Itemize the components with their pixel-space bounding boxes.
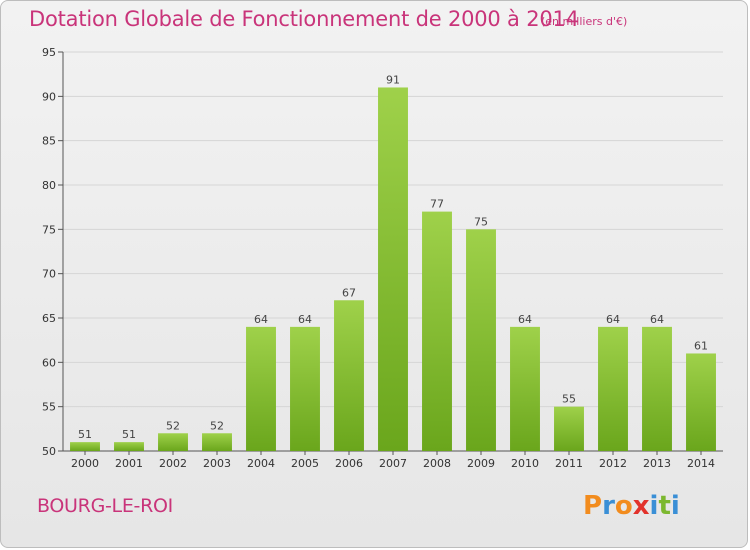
logo-letter: P — [583, 491, 603, 521]
bar — [422, 211, 452, 451]
x-tick-label: 2007 — [379, 457, 407, 470]
bar-value-label: 61 — [694, 339, 708, 352]
bar — [246, 326, 276, 451]
bar-value-label: 55 — [562, 393, 576, 406]
labels: 50 55 60 65 70 75 80 85 90 95 51 2000 51 2001 52 2002 52… — [42, 46, 715, 470]
bar — [202, 433, 232, 451]
x-tick-label: 2006 — [335, 457, 363, 470]
y-tick-label: 90 — [42, 90, 56, 103]
chart-title: Dotation Globale de Fonctionnement de 20… — [29, 7, 579, 31]
logo-letter: r — [602, 491, 615, 521]
bar-value-label: 51 — [122, 428, 136, 441]
bar-value-label: 51 — [78, 428, 92, 441]
x-tick-label: 2008 — [423, 457, 451, 470]
bar-value-label: 75 — [474, 215, 488, 228]
bar-value-label: 64 — [298, 313, 312, 326]
logo-letter: t — [658, 491, 671, 521]
bar — [554, 406, 584, 451]
logo-letter: x — [632, 491, 650, 521]
proxiti-logo[interactable]: Proxiti — [583, 491, 680, 521]
y-tick-label: 75 — [42, 223, 56, 236]
bar-value-label: 77 — [430, 198, 444, 211]
bar — [378, 87, 408, 451]
logo-letter: i — [670, 491, 680, 521]
bar — [466, 229, 496, 451]
x-tick-label: 2005 — [291, 457, 319, 470]
bar — [158, 433, 188, 451]
x-tick-label: 2010 — [511, 457, 539, 470]
bars — [70, 87, 716, 451]
x-tick-label: 2000 — [71, 457, 99, 470]
y-tick-label: 70 — [42, 268, 56, 281]
bar — [642, 326, 672, 451]
x-tick-label: 2009 — [467, 457, 495, 470]
bar-value-label: 52 — [166, 419, 180, 432]
x-tick-label: 2001 — [115, 457, 143, 470]
bar — [70, 442, 100, 451]
chart-subtitle: (en milliers d'€) — [541, 15, 628, 28]
y-tick-label: 80 — [42, 179, 56, 192]
bar-value-label: 91 — [386, 73, 400, 86]
bar-value-label: 67 — [342, 286, 356, 299]
bar-value-label: 64 — [254, 313, 268, 326]
bar-value-label: 64 — [650, 313, 664, 326]
bar — [290, 326, 320, 451]
logo-letter: o — [614, 491, 633, 521]
x-tick-label: 2003 — [203, 457, 231, 470]
bar — [598, 326, 628, 451]
bar-value-label: 64 — [606, 313, 620, 326]
bar-value-label: 64 — [518, 313, 532, 326]
x-tick-label: 2004 — [247, 457, 275, 470]
bar — [686, 353, 716, 451]
y-tick-label: 95 — [42, 46, 56, 59]
x-tick-label: 2014 — [687, 457, 715, 470]
logo-letter: i — [649, 491, 659, 521]
bar — [114, 442, 144, 451]
y-tick-label: 50 — [42, 445, 56, 458]
y-tick-label: 55 — [42, 401, 56, 414]
bar-value-label: 52 — [210, 419, 224, 432]
bar — [510, 326, 540, 451]
y-tick-label: 85 — [42, 135, 56, 148]
x-tick-label: 2011 — [555, 457, 583, 470]
y-tick-label: 65 — [42, 312, 56, 325]
x-tick-label: 2002 — [159, 457, 187, 470]
y-tick-label: 60 — [42, 356, 56, 369]
x-tick-label: 2013 — [643, 457, 671, 470]
place-name: BOURG-LE-ROI — [37, 495, 173, 517]
bar — [334, 300, 364, 451]
x-tick-label: 2012 — [599, 457, 627, 470]
